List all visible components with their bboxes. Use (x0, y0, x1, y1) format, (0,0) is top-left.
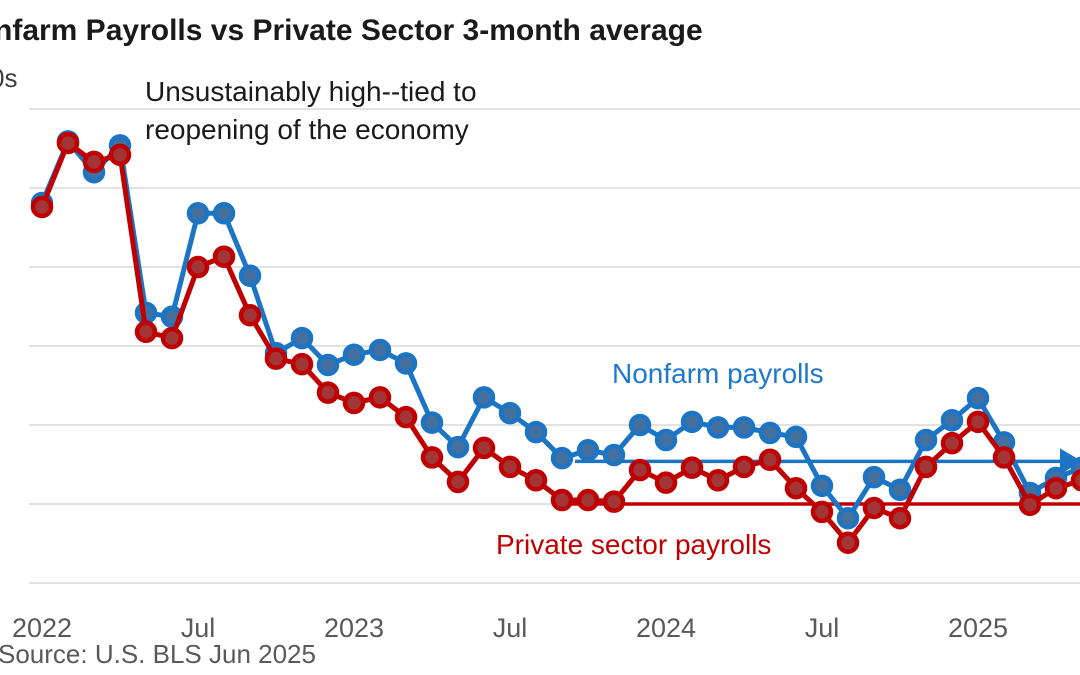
nonfarm-data-point (732, 416, 756, 439)
private-data-point (108, 143, 132, 167)
x-tick-label: Jul (493, 613, 528, 643)
private-data-point (654, 471, 678, 494)
private-data-point (1044, 476, 1068, 500)
private-data-point (966, 410, 990, 434)
private-data-point (758, 448, 782, 472)
private-data-point (316, 381, 340, 404)
private-data-point (186, 255, 210, 279)
private-data-point (1070, 469, 1080, 492)
private-data-point (472, 436, 496, 460)
x-tick-label: 2024 (636, 613, 696, 643)
nonfarm-data-point (186, 202, 210, 225)
private-data-point (420, 446, 444, 469)
nonfarm-data-point (290, 326, 314, 350)
source-note: Source: U.S. BLS Jun 2025 (0, 639, 316, 669)
private-data-point (498, 455, 522, 479)
nonfarm-data-point (524, 420, 548, 444)
nonfarm-data-point (576, 439, 600, 462)
annotation-line-2: reopening of the economy (145, 114, 469, 145)
private-data-point (836, 531, 860, 554)
x-tick-label: Jul (181, 613, 216, 643)
private-data-point (212, 245, 236, 268)
nonfarm-data-point (836, 506, 860, 530)
nonfarm-data-point (706, 416, 730, 439)
private-data-point (82, 150, 106, 174)
private-data-point (524, 469, 548, 492)
nonfarm-data-point (550, 446, 574, 470)
nonfarm-data-point (810, 474, 834, 498)
nonfarm-data-point (940, 409, 964, 432)
private-data-point (602, 490, 626, 513)
nonfarm-data-point (394, 352, 418, 375)
private-data-point (862, 496, 886, 520)
private-data-point (1018, 493, 1042, 517)
arrowhead-icon (1060, 448, 1080, 475)
nonfarm-data-point (680, 410, 704, 434)
nonfarm-data-point (498, 401, 522, 425)
x-tick-label: Jul (805, 613, 840, 643)
private-data-point (784, 476, 808, 500)
x-tick-label: 2023 (324, 613, 384, 643)
nonfarm-data-point (602, 443, 626, 467)
private-data-point (134, 320, 158, 344)
nonfarm-data-point (238, 264, 262, 287)
private-data-point (56, 131, 80, 155)
private-data-point (238, 303, 262, 327)
nonfarm-data-point (914, 428, 938, 452)
private-data-point (732, 455, 756, 479)
private-data-point (290, 352, 314, 376)
nonfarm-data-point (966, 386, 990, 410)
x-tick-label: 2025 (948, 613, 1008, 643)
y-axis-units-fragment: 0s (0, 63, 17, 93)
private-data-point (160, 326, 184, 350)
x-tick-label: 2022 (12, 613, 72, 643)
private-data-point (680, 456, 704, 479)
nonfarm-data-point (758, 421, 782, 445)
series-private (30, 131, 1080, 554)
nonfarm-data-point (472, 386, 496, 409)
private-data-point (550, 488, 574, 512)
nonfarm-data-point (420, 411, 444, 434)
x-axis-labels: 2022 Jul 2023 Jul 2024 Jul 2025 (12, 613, 1008, 643)
series-label-private: Private sector payrolls (496, 529, 771, 560)
private-data-point (810, 500, 834, 524)
nonfarm-data-point (888, 478, 912, 502)
private-data-point (394, 405, 418, 429)
nonfarm-data-point (862, 465, 886, 489)
private-data-point (940, 431, 964, 455)
annotation-line-1: Unsustainably high--tied to (145, 76, 477, 107)
private-data-point (888, 506, 912, 530)
private-data-point (992, 446, 1016, 469)
private-data-point (264, 347, 288, 370)
private-data-point (30, 195, 54, 219)
series-label-nonfarm: Nonfarm payrolls (612, 358, 824, 389)
nonfarm-data-point (654, 428, 678, 452)
private-data-point (368, 386, 392, 409)
nonfarm-data-point (628, 413, 652, 437)
nonfarm-data-point (212, 202, 236, 225)
trend-arrow (1060, 448, 1080, 475)
private-data-point (628, 458, 652, 482)
nonfarm-data-point (368, 338, 392, 362)
private-data-point (706, 469, 730, 492)
nonfarm-data-point (446, 435, 470, 459)
series-nonfarm (30, 130, 1080, 530)
private-data-point (446, 470, 470, 494)
nonfarm-data-point (342, 343, 366, 366)
private-data-point (576, 488, 600, 512)
nonfarm-data-point (784, 425, 808, 449)
private-data-point (914, 455, 938, 479)
chart-title: nfarm Payrolls vs Private Sector 3-month… (0, 14, 703, 47)
private-data-point (342, 391, 366, 415)
nonfarm-data-point (316, 353, 340, 377)
